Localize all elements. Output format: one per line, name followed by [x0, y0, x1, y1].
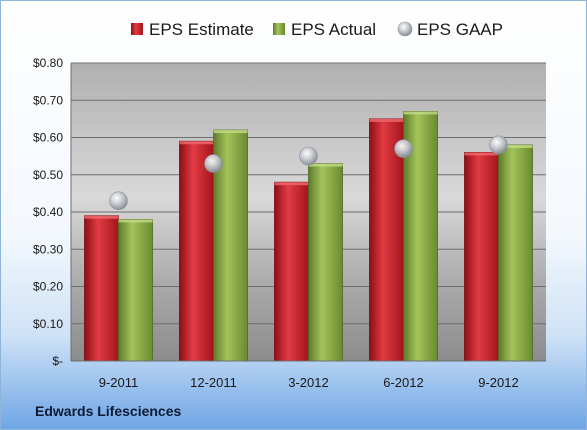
bar-top-highlight	[118, 219, 153, 223]
gaap-markers	[109, 135, 508, 211]
bar-top-highlight	[84, 215, 119, 219]
bar-top-highlight	[179, 141, 214, 145]
legend: EPS Estimate EPS Actual EPS GAAP	[131, 20, 503, 39]
x-tick-label: 6-2012	[383, 375, 423, 390]
bar-eps-estimate	[274, 181, 309, 362]
legend-swatch	[397, 21, 413, 37]
y-tick-label: $0.80	[33, 56, 63, 70]
marker-eps-gaap	[299, 146, 318, 166]
bar-eps-actual	[498, 144, 533, 362]
legend-swatch	[131, 23, 143, 35]
marker-eps-gaap	[489, 135, 508, 155]
bar-top-highlight	[403, 111, 438, 115]
x-tick-label: 3-2012	[288, 375, 328, 390]
bar-eps-estimate	[84, 215, 119, 362]
bar-top-highlight	[213, 130, 248, 134]
y-tick-label: $0.60	[33, 131, 63, 145]
bar-top-highlight	[308, 163, 343, 167]
legend-label: EPS GAAP	[417, 20, 503, 39]
y-tick-label: $0.10	[33, 317, 63, 331]
y-axis: $- $0.10 $0.20 $0.30 $0.40 $0.50 $0.60 $0.70 $0.…	[33, 56, 72, 368]
marker-eps-gaap	[204, 154, 223, 173]
x-tick-label: 9-2011	[99, 375, 139, 390]
y-tick-label: $0.20	[33, 280, 63, 294]
bar-top-highlight	[274, 182, 309, 186]
bar-top-highlight	[369, 118, 404, 122]
bar-eps-estimate	[179, 140, 214, 362]
y-tick-label: $0.50	[33, 168, 63, 182]
bar-top-highlight	[464, 152, 499, 156]
y-tick-label: $0.30	[33, 242, 63, 256]
legend-label: EPS Estimate	[149, 20, 254, 39]
bar-eps-actual	[118, 219, 153, 362]
company-name: Edwards Lifesciences	[35, 403, 182, 419]
eps-chart: EPS Estimate EPS Actual EPS GAAP $- $0.10 $0…	[33, 20, 546, 390]
bar-eps-actual	[308, 163, 343, 362]
marker-eps-gaap	[394, 139, 413, 158]
x-tick-label: 9-2012	[478, 375, 518, 390]
y-tick-label: $0.70	[33, 93, 63, 107]
bar-top-highlight	[498, 144, 533, 148]
marker-eps-gaap	[109, 191, 128, 211]
bar-eps-estimate	[464, 151, 499, 362]
x-tick-label: 12-2011	[190, 375, 237, 390]
y-tick-label: $0.40	[33, 205, 63, 219]
legend-label: EPS Actual	[291, 20, 376, 39]
x-axis: 9-2011 12-2011 3-2012 6-2012 9-2012	[71, 360, 546, 390]
legend-swatch	[273, 23, 285, 35]
y-tick-label: $-	[52, 354, 63, 368]
